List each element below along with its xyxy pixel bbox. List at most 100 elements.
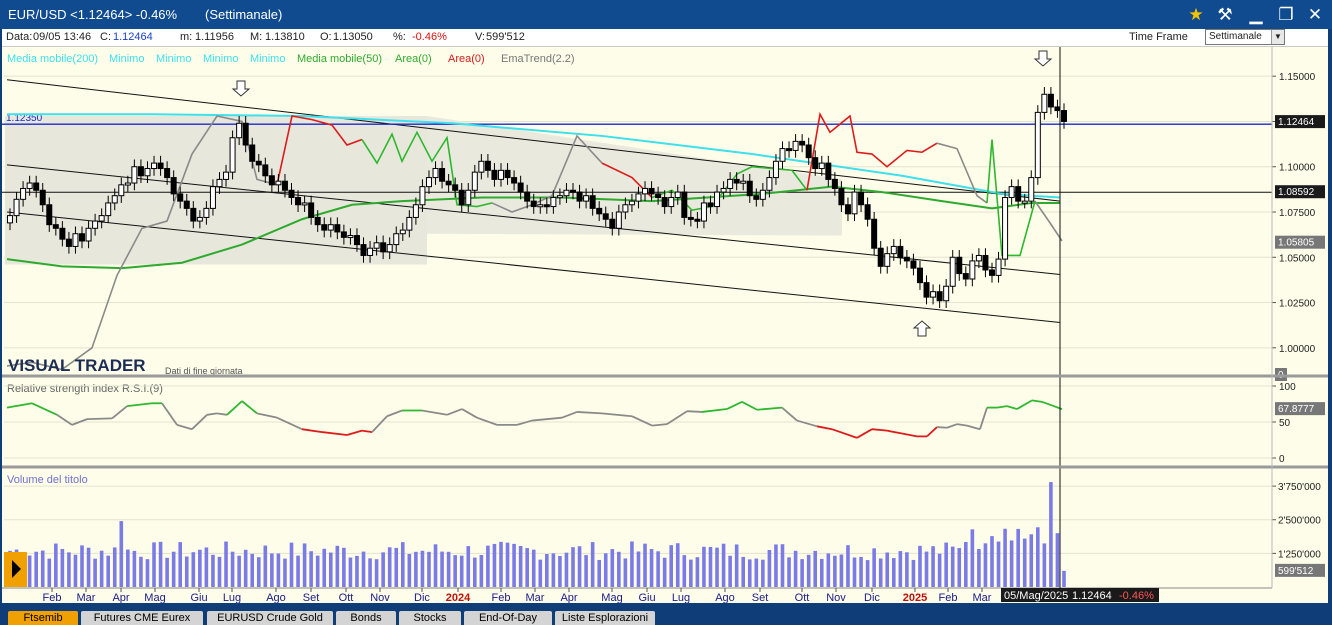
timeframe-label: Time Frame [1129,31,1188,43]
rsi-line-segment [856,428,873,439]
candle-body [759,189,766,200]
x-tick-label: 2024 [446,592,471,603]
candle-body [7,215,13,224]
rsi-line-segment [651,423,668,427]
candle-body [988,269,995,276]
volume-bar [119,521,124,587]
rsi-line-segment [831,428,858,439]
candle-body [812,157,819,170]
volume-bar [342,547,346,587]
volume-bar [577,546,582,587]
candle-body [236,122,243,139]
rsi-line-segment [926,426,938,438]
volume-bar [708,546,713,587]
volume-bar [819,558,824,587]
volume-bar [551,553,556,587]
tab-item[interactable]: End-Of-Day [464,611,552,625]
volume-bar [243,549,248,587]
rsi-line-segment [1041,400,1053,407]
volume-bar [368,558,372,587]
volume-bar [1003,528,1007,587]
candle-body [766,177,773,191]
volume-bar [466,546,471,587]
volume-bar [67,552,71,587]
volume-bar [355,555,359,587]
rsi-line-segment [666,410,688,425]
tools-icon[interactable]: ⚒ [1217,5,1233,24]
rsi-line-segment [946,423,958,429]
volume-bar [977,549,981,587]
volume-bar [492,543,497,587]
candle-body [753,195,760,200]
timeframe-select-value: Settimanale [1209,31,1262,42]
tab-item[interactable]: Bonds [336,611,396,625]
rsi-line-segment [576,411,603,415]
chart-svg[interactable]: 1.12350 Media mobile(200) Minimo Minimo Mini… [2,47,1328,604]
rsi-line-segment [686,410,703,413]
tab-item[interactable]: Futures CME Eurex [81,611,203,625]
volume-bar [224,541,228,587]
rsi-tag-bg [1275,402,1325,416]
candle-body [982,254,989,271]
chart-area[interactable]: 1.12350 Media mobile(200) Minimo Minimo Mini… [2,47,1328,604]
ma200-line [7,113,1061,199]
volume-tick-label: 3'750'000 [1278,482,1321,493]
candle-body [1028,177,1035,202]
maximize-icon[interactable]: ❐ [1278,5,1294,24]
candle-body [746,180,753,197]
tab-item[interactable]: EURUSD Crude Gold [207,611,333,625]
volume-bar [446,551,451,587]
price-tag-label: 1.08592 [1278,187,1315,198]
candle-body [465,189,472,206]
volume-bar [754,558,759,587]
candle-body [347,235,354,239]
volume-bar [1049,482,1053,587]
volume-bar [525,548,529,587]
volume-bar [289,542,294,587]
timeframe-select[interactable]: Settimanale ▼ [1205,29,1285,45]
candle-body [916,267,923,284]
tab-item[interactable]: Ftsemib [8,611,78,625]
candle-body [301,202,308,206]
rsi-line-segment [886,429,903,435]
candle-body [209,186,216,209]
rsi-line-segment [56,414,73,426]
volume-bar [93,558,97,587]
candle-body [111,195,118,204]
candle-body [39,189,46,206]
volume-bar [1042,543,1047,587]
x-tick-label: Set [303,592,320,603]
minimize-icon[interactable]: ▁ [1249,5,1263,24]
candle-body [504,169,511,179]
rsi-line-segment [781,406,798,422]
volume-bar [931,546,935,587]
price-tick-label: 1.07500 [1279,208,1316,219]
x-tick-label: Apr [112,592,129,603]
volume-bar [545,554,549,587]
candle-body [1047,93,1054,108]
candle-body [13,198,20,217]
open-value: 1.13050 [333,31,373,43]
volume-bar [499,541,503,587]
volume-bar [204,547,209,587]
volume-bar [806,554,811,587]
area-ematrend-segment [936,142,988,204]
candle-body [694,218,701,222]
volume-bar [636,551,641,587]
x-tick-label: Ago [266,592,286,603]
candle-body [190,207,197,222]
candle-body [779,148,786,162]
price-tick-label: 1.10000 [1279,163,1316,174]
close-icon[interactable]: ✕ [1307,5,1323,24]
volume-bar [970,529,975,587]
candle-body [530,200,537,208]
chevron-down-icon[interactable]: ▼ [1271,30,1284,44]
volume-bar [27,555,32,587]
volume-bar [617,551,621,587]
volume-bar [702,546,706,587]
volume-bar [767,549,772,587]
candle-body [628,200,635,206]
tab-item[interactable]: Liste Esplorazioni [555,611,655,625]
tab-item[interactable]: Stocks [399,611,461,625]
star-icon[interactable]: ★ [1188,5,1204,24]
